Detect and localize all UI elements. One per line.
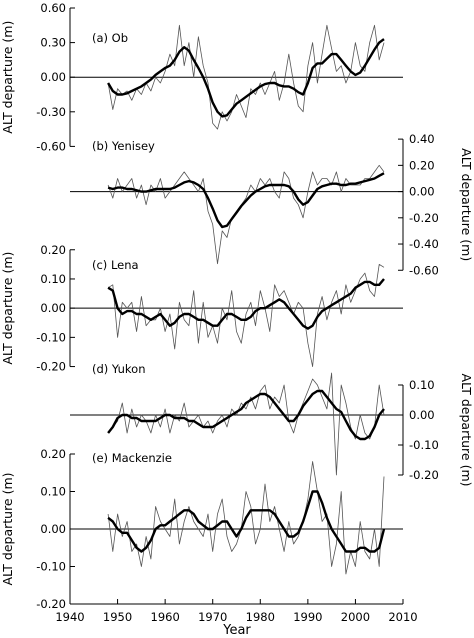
y-tick-label: -0.20 bbox=[409, 468, 439, 482]
x-tick-label: 2000 bbox=[341, 610, 370, 624]
panel-2: 0.20 0.10 0.00 -0.10 -0.20 ALT departure (m) (… bbox=[0, 243, 403, 374]
y-axis-title: ALT departure (m) bbox=[0, 252, 15, 365]
y-axis-title: ALT departure (m) bbox=[459, 148, 474, 261]
series-line-thick bbox=[107, 278, 385, 330]
y-tick-label: -0.20 bbox=[36, 597, 66, 611]
y-tick-label: 0.60 bbox=[40, 1, 66, 15]
panel-4: 0.20 0.10 0.00 -0.10 -0.20 ALT departure (m) (… bbox=[0, 447, 403, 611]
y-tick-label: -0.30 bbox=[36, 105, 66, 119]
x-tick-label: 1940 bbox=[55, 610, 84, 624]
y-tick-label: 0.10 bbox=[409, 378, 435, 392]
y-tick-label: 0.20 bbox=[40, 243, 66, 257]
y-tick-label: -0.10 bbox=[36, 560, 66, 574]
y-tick-label: 0.20 bbox=[409, 158, 435, 172]
y-tick-label: -0.20 bbox=[36, 360, 66, 374]
series-line-thick bbox=[107, 389, 385, 441]
y-axis-title: ALT departure (m) bbox=[459, 373, 474, 486]
x-tick-label: 1990 bbox=[293, 610, 322, 624]
x-tick-label: 1950 bbox=[103, 610, 132, 624]
y-tick-label: 0.40 bbox=[409, 132, 435, 146]
x-axis-title: Year bbox=[222, 623, 251, 638]
series-line-thick bbox=[107, 490, 386, 553]
panel-label: (a) Ob bbox=[92, 31, 128, 45]
y-tick-label: 0.00 bbox=[40, 70, 66, 84]
panel-label: (d) Yukon bbox=[92, 362, 146, 376]
y-tick-label: -0.60 bbox=[409, 263, 439, 277]
panel-0: 0.60 0.30 0.00 -0.30 -0.60 ALT departure (m) (… bbox=[0, 1, 403, 153]
y-tick-label: -0.10 bbox=[409, 438, 439, 452]
y-tick-label: -0.40 bbox=[409, 237, 439, 251]
series-line-thin bbox=[107, 264, 385, 367]
y-tick-label: 0.00 bbox=[409, 185, 435, 199]
y-axis-title: ALT departure (m) bbox=[0, 21, 15, 134]
panel-3: 0.10 0.00 -0.10 -0.20 ALT departure (m) (d) Y… bbox=[70, 362, 474, 487]
panels: 0.60 0.30 0.00 -0.30 -0.60 ALT departure (m) (… bbox=[0, 1, 474, 611]
y-tick-label: 0.30 bbox=[40, 36, 66, 50]
x-axis: 1940 1950 1960 1970 1980 1990 2000 2010 bbox=[55, 599, 418, 624]
series-line-thick bbox=[107, 172, 385, 229]
y-tick-label: -0.60 bbox=[36, 139, 66, 153]
y-tick-label: 0.20 bbox=[40, 447, 66, 461]
series-line-thick bbox=[107, 38, 385, 118]
panel-label: (b) Yenisey bbox=[92, 139, 155, 153]
y-tick-label: 0.10 bbox=[40, 272, 66, 286]
series-line-thin bbox=[107, 24, 385, 130]
y-tick-label: 0.10 bbox=[40, 485, 66, 499]
x-tick-label: 1980 bbox=[246, 610, 275, 624]
panel-label: (e) Mackenzie bbox=[92, 451, 172, 465]
series-line-thin bbox=[107, 461, 385, 575]
y-tick-label: 0.00 bbox=[40, 522, 66, 536]
y-tick-label: -0.20 bbox=[409, 211, 439, 225]
x-tick-label: 1960 bbox=[151, 610, 180, 624]
panel-1: 0.40 0.20 0.00 -0.20 -0.40 -0.60 ALT departure… bbox=[70, 132, 474, 277]
x-tick-label: 2010 bbox=[388, 610, 417, 624]
panel-label: (c) Lena bbox=[92, 258, 139, 272]
y-axis-title: ALT departure (m) bbox=[0, 472, 15, 585]
y-tick-label: -0.10 bbox=[36, 330, 66, 344]
y-tick-label: 0.00 bbox=[409, 408, 435, 422]
y-tick-label: 0.00 bbox=[40, 301, 66, 315]
x-tick-label: 1970 bbox=[198, 610, 227, 624]
series-line-thin bbox=[107, 164, 385, 265]
